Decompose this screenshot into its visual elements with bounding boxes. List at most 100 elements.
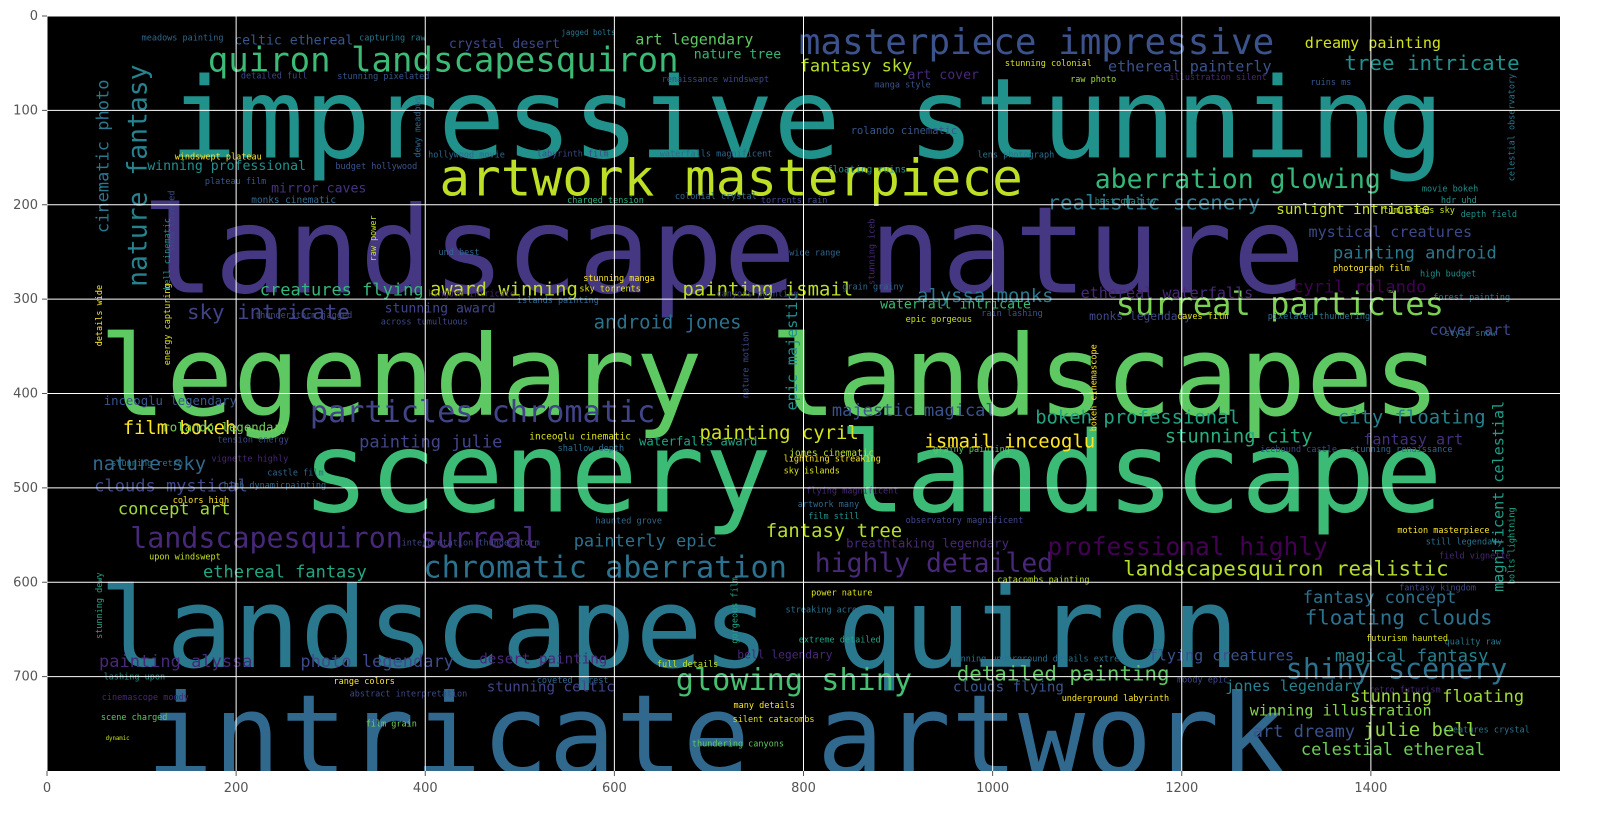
word-32: ismail inceoglu [925, 430, 1096, 452]
y-tick-label-6: 600 [13, 575, 38, 590]
word-72: art cover [908, 68, 980, 83]
word-87: inceoglu cinematic [529, 432, 631, 443]
word-171: field vignette [1439, 552, 1511, 562]
word-143: pixelated thundering [1268, 312, 1370, 322]
word-185: raw power [369, 215, 379, 261]
word-42: painterly epic [574, 531, 717, 551]
word-71: celtic ethereal [234, 33, 353, 48]
word-121: still legendary [1426, 538, 1503, 548]
word-190: bokeh cinemascope [1090, 344, 1100, 431]
word-191: gorgeous film [730, 577, 740, 644]
word-174: dynamic [106, 736, 130, 742]
word-122: jagged bolts [561, 28, 615, 37]
word-84: breathtaking legendary [846, 536, 1009, 550]
word-107: scene charged [101, 713, 168, 723]
word-112: style snow [1445, 329, 1497, 339]
y-tick-label-7: 700 [13, 670, 38, 685]
word-175: renaissance windswept [662, 75, 769, 85]
y-tick-label-3: 300 [13, 292, 38, 307]
word-62: cover art [1430, 321, 1512, 339]
word-45: magical fantasy [1335, 647, 1489, 667]
word-177: ruins ms [1310, 78, 1351, 88]
word-48: julie bell [1363, 719, 1477, 741]
word-114: high budget [1420, 270, 1476, 280]
word-138: thunderstorm jagged [255, 311, 352, 321]
word-101: range colors [334, 677, 395, 687]
word-35: city floating [1338, 407, 1486, 429]
word-152: stunning renaissance [1350, 445, 1452, 455]
word-157: observatory magnificent [906, 516, 1024, 526]
word-75: cinematic photo [94, 80, 114, 234]
word-184: bell cinematic [163, 218, 173, 290]
word-96: sky torrents [579, 285, 640, 295]
word-160: power nature [811, 589, 872, 599]
word-65: dreamy painting [1305, 34, 1441, 52]
word-57: clouds flying [953, 680, 1064, 696]
word-52: jones legendary [1225, 677, 1361, 695]
word-14: shiny scenery [1286, 653, 1507, 686]
word-183: snow covered [168, 190, 178, 251]
word-155: film still [808, 512, 859, 522]
word-68: art legendary [635, 30, 753, 48]
word-83: magnificent celestial [1489, 401, 1507, 592]
word-170: fantasy kingdom [1399, 584, 1476, 594]
word-37: nature sky [92, 453, 206, 475]
word-81: waterfalls award [639, 434, 757, 448]
word-91: colonial crystal [675, 192, 757, 202]
word-172: lashing upon [104, 673, 165, 683]
word-106: film grain [366, 720, 417, 730]
word-5: intricate artwork [146, 672, 1286, 771]
word-20: landscapesquiron realistic [1123, 557, 1449, 581]
word-17: professional highly [1048, 532, 1328, 561]
word-146: tension energy [217, 436, 289, 446]
word-130: budget hollywood [335, 162, 417, 172]
word-90: charged tension [567, 196, 644, 206]
word-2: legendary landscapes [99, 313, 1440, 442]
word-28: creatures flying [260, 280, 424, 300]
word-8: quiron landscapesquiron [208, 41, 679, 81]
word-140: epic gorgeous [906, 315, 973, 325]
word-76: stunning award [385, 301, 496, 316]
x-tick-label-2: 400 [413, 781, 438, 796]
word-154: artwork many [798, 500, 859, 510]
word-116: movie bokeh [1422, 185, 1478, 195]
word-156: haunted grove [596, 517, 663, 527]
word-139: across tumultuous [381, 318, 468, 328]
word-142: caves film [1177, 312, 1228, 322]
y-tick-label-5: 500 [13, 481, 38, 496]
word-24: sky intricate [187, 300, 350, 324]
word-118: depth field [1461, 210, 1517, 220]
word-74: mirror caves [271, 182, 366, 197]
x-tick-label-3: 600 [602, 781, 627, 796]
word-77: waterfall intricate [880, 298, 1031, 313]
word-61: ethereal waterfalls [1081, 284, 1254, 302]
word-123: capturing raw [359, 34, 426, 44]
word-23: floating clouds [1305, 606, 1493, 630]
word-133: und best [439, 248, 480, 258]
word-94: raw photo [1070, 75, 1116, 85]
word-173: cinemascope moody [102, 693, 189, 703]
word-46: flying creatures [1149, 647, 1294, 665]
word-33: painting cyril [700, 422, 859, 444]
word-102: many details [734, 701, 795, 711]
word-70: crystal desert [449, 37, 560, 52]
word-7: masterpiece impressive [799, 22, 1274, 63]
word-0: impressive stunning [170, 56, 1444, 185]
x-tick-label-6: 1200 [1165, 781, 1198, 796]
word-59: mystical creatures [1309, 223, 1473, 241]
word-181: celestial observatory [1508, 74, 1518, 181]
word-117: tumultuous sky [1383, 206, 1455, 216]
word-82: epic majestic [783, 292, 801, 410]
word-31: majestic magical [832, 401, 996, 421]
word-49: celestial ethereal [1301, 740, 1485, 760]
word-135: grain grainy [842, 283, 903, 293]
word-168: retro futurism [1369, 686, 1441, 696]
word-16: highly detailed [815, 548, 1053, 579]
word-13: glowing shiny [676, 663, 912, 698]
word-6: artwork masterpiece [439, 149, 1022, 208]
word-100: full details [657, 660, 718, 670]
word-10: particles chromatic [310, 395, 655, 430]
word-64: sunlight intricate [1276, 202, 1430, 218]
word-189: nature motion [742, 332, 752, 399]
word-161: streaking across [786, 605, 868, 615]
